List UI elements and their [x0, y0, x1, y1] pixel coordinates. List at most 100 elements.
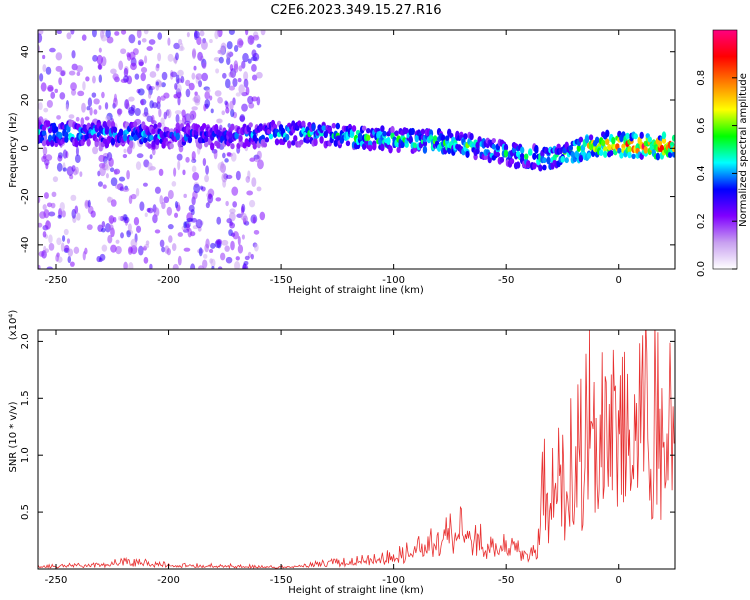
- heatmap-cell: [157, 32, 163, 40]
- heatmap-cell: [368, 144, 373, 151]
- heatmap-cell: [293, 135, 298, 142]
- heatmap-cell: [161, 246, 166, 253]
- heatmap-cell: [410, 127, 415, 136]
- heatmap-cell: [100, 227, 106, 233]
- heatmap-cell: [55, 65, 63, 72]
- heatmap-cell: [465, 150, 470, 158]
- heatmap-cell: [175, 74, 180, 85]
- heatmap-cell: [113, 168, 121, 175]
- heatmap-cell: [257, 159, 264, 170]
- heatmap-cell: [228, 30, 235, 35]
- heatmap-cell: [159, 195, 164, 205]
- heatmap-cell: [60, 70, 66, 77]
- heatmap-cell: [248, 122, 253, 128]
- heatmap-cell: [82, 81, 86, 91]
- heatmap-cell: [177, 232, 184, 237]
- heatmap-cell: [48, 234, 53, 244]
- heatmap-cell: [216, 118, 223, 123]
- heatmap-cell: [130, 238, 138, 248]
- heatmap-cell: [144, 244, 150, 249]
- heatmap-cell: [75, 166, 79, 175]
- heatmap-cell: [195, 73, 203, 81]
- heatmap-cell: [122, 187, 130, 192]
- heatmap-cell: [250, 56, 258, 62]
- heatmap-cell: [244, 255, 250, 261]
- heatmap-cell: [120, 232, 124, 239]
- heatmap-cell: [491, 143, 497, 150]
- snr-multiplier: (x10⁴): [8, 310, 19, 341]
- heatmap-cell: [137, 40, 141, 46]
- heatmap-cell: [167, 37, 171, 46]
- heatmap-cell: [216, 142, 221, 149]
- heatmap-cell: [202, 157, 207, 167]
- heatmap-cell: [109, 167, 115, 173]
- heatmap-cell: [238, 65, 243, 72]
- heatmap-cell: [173, 167, 177, 177]
- heatmap-cell: [203, 141, 209, 148]
- heatmap-cell: [77, 90, 85, 97]
- heatmap-cell: [58, 77, 63, 86]
- heatmap-cell: [598, 149, 604, 156]
- heatmap-cell: [155, 64, 160, 72]
- heatmap-cell: [475, 148, 480, 155]
- heatmap-cell: [123, 67, 129, 78]
- heatmap-cell: [86, 138, 91, 147]
- heatmap-cell: [538, 164, 543, 172]
- heatmap-cell: [140, 72, 146, 82]
- heatmap-cell: [93, 109, 98, 115]
- snr-panel: -250 -200 -150 -100 -50 0 0.5 1.0 1.5 2.0 Height…: [8, 310, 676, 596]
- heatmap-cell: [130, 62, 137, 71]
- heatmap-cell: [70, 30, 75, 35]
- heatmap-cell: [146, 83, 152, 91]
- heatmap-cell: [174, 212, 179, 218]
- heatmap-cell: [143, 137, 148, 144]
- heatmap-cell: [43, 209, 50, 219]
- heatmap-cell: [99, 166, 106, 177]
- heatmap-cell: [225, 101, 229, 109]
- heatmap-cell: [394, 130, 399, 137]
- heatmap-cell: [57, 154, 63, 162]
- heatmap-cell: [183, 193, 187, 198]
- heatmap-cell: [234, 260, 241, 269]
- heatmap-cell: [70, 82, 77, 91]
- heatmap-cell: [671, 151, 675, 158]
- heatmap-cell: [230, 152, 237, 162]
- heatmap-cell: [217, 162, 224, 171]
- heatmap-cell: [211, 266, 215, 269]
- heatmap-cell: [253, 229, 260, 235]
- heatmap-cell: [74, 154, 81, 163]
- heatmap-cell: [118, 215, 122, 221]
- heatmap-cell: [92, 75, 96, 84]
- heatmap-cell: [217, 96, 223, 104]
- y-tick-label: 1.5: [20, 390, 31, 406]
- heatmap-cell: [126, 230, 131, 238]
- heatmap-cell: [112, 126, 118, 133]
- heatmap-cell: [80, 117, 85, 126]
- heatmap-cell: [69, 261, 75, 267]
- heatmap-cell: [217, 49, 222, 54]
- heatmap-cell: [259, 211, 266, 221]
- heatmap-cell: [105, 30, 111, 39]
- heatmap-cell: [175, 52, 179, 61]
- heatmap-cell: [229, 208, 236, 214]
- heatmap-cell: [173, 42, 180, 50]
- heatmap-cell: [570, 151, 576, 158]
- heatmap-cell: [311, 123, 316, 132]
- heatmap-cell: [252, 216, 256, 224]
- heatmap-cell: [256, 96, 261, 106]
- heatmap-cell: [372, 143, 377, 151]
- heatmap-cell: [205, 88, 211, 94]
- heatmap-cell: [38, 33, 43, 43]
- heatmap-cell: [351, 125, 357, 132]
- colorbar-label: Normalized spectral amplitude: [738, 73, 749, 227]
- x-tick-label: -200: [157, 275, 180, 286]
- colorbar-tick-label: 0.0: [696, 261, 707, 277]
- spectrogram-x-ticks: -250 -200 -150 -100 -50 0: [45, 30, 622, 286]
- heatmap-cell: [91, 92, 97, 98]
- heatmap-cell: [173, 93, 178, 99]
- heatmap-cell: [233, 45, 239, 52]
- heatmap-cell: [166, 248, 171, 256]
- heatmap-cell: [222, 72, 227, 79]
- heatmap-cell: [92, 54, 98, 62]
- heatmap-cell: [49, 139, 55, 147]
